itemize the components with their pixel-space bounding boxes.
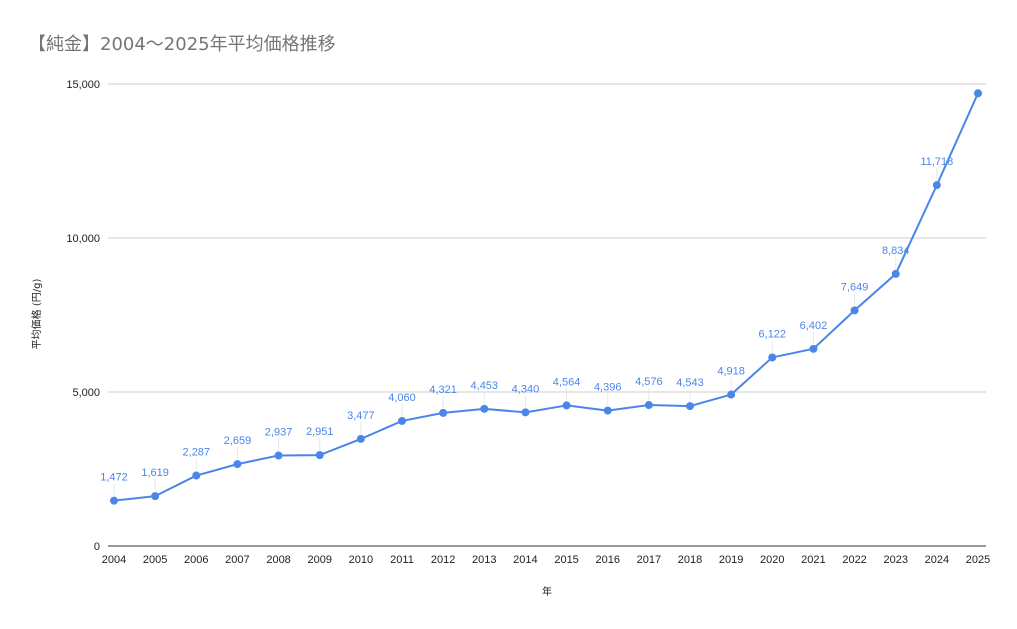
data-labels: 1,472 1,619 2,287 2,659 2,937 2,951 3,477 4,060… <box>100 156 953 484</box>
data-point <box>932 181 941 190</box>
data-label: 6,122 <box>759 328 787 340</box>
x-tick-label: 2021 <box>801 554 825 566</box>
data-point <box>233 460 242 469</box>
data-point <box>521 408 530 417</box>
data-label: 1,472 <box>100 472 128 484</box>
x-tick-label: 2006 <box>184 554 208 566</box>
data-point <box>644 401 653 410</box>
data-point <box>850 306 859 315</box>
data-label: 4,396 <box>594 382 622 394</box>
x-tick-label: 2019 <box>719 554 743 566</box>
data-point <box>439 408 448 417</box>
data-point <box>686 402 694 411</box>
x-axis-ticks: 2004 2005 2006 2007 2008 2009 2010 2011 2012 2013… <box>102 554 990 566</box>
data-point <box>398 416 406 425</box>
data-label: 8,834 <box>882 245 910 257</box>
x-tick-label: 2004 <box>102 554 126 566</box>
x-tick-label: 2017 <box>637 554 661 566</box>
data-label: 4,918 <box>717 366 745 378</box>
data-label: 2,951 <box>306 426 334 438</box>
x-tick-label: 2024 <box>925 554 949 566</box>
data-label: 4,321 <box>429 384 457 396</box>
y-tick-label: 15,000 <box>66 79 100 91</box>
label-leaders <box>113 168 938 496</box>
x-tick-label: 2012 <box>431 554 455 566</box>
x-tick-label: 2025 <box>966 554 990 566</box>
data-label: 2,287 <box>183 447 211 459</box>
data-label: 4,543 <box>676 377 704 389</box>
x-tick-label: 2009 <box>307 554 331 566</box>
x-tick-label: 2007 <box>225 554 249 566</box>
x-tick-label: 2008 <box>266 554 290 566</box>
x-axis-title: 年 <box>542 585 552 598</box>
x-tick-label: 2015 <box>554 554 578 566</box>
data-label: 7,649 <box>841 281 869 293</box>
data-label: 1,619 <box>141 467 169 479</box>
data-point <box>891 269 900 278</box>
data-label: 2,937 <box>265 427 293 439</box>
x-tick-label: 2010 <box>349 554 373 566</box>
y-axis-title: 平均価格 (円/g) <box>30 279 43 350</box>
data-point <box>562 401 571 410</box>
data-label: 4,576 <box>635 376 663 388</box>
data-point <box>480 404 489 413</box>
data-label: 2,659 <box>224 435 252 447</box>
y-axis-ticks: 0 5,000 10,000 15,000 <box>66 79 100 553</box>
data-point <box>315 451 324 460</box>
data-point <box>356 434 365 443</box>
x-tick-label: 2020 <box>760 554 784 566</box>
data-label: 4,564 <box>553 376 581 388</box>
data-points <box>110 89 982 505</box>
data-label: 4,060 <box>388 392 416 404</box>
x-tick-label: 2022 <box>842 554 866 566</box>
data-point <box>974 89 982 98</box>
data-point <box>809 344 818 353</box>
x-tick-label: 2018 <box>678 554 702 566</box>
data-label: 6,402 <box>800 320 828 332</box>
x-tick-label: 2005 <box>143 554 167 566</box>
data-point <box>727 390 736 399</box>
x-tick-label: 2023 <box>883 554 907 566</box>
x-tick-label: 2014 <box>513 554 537 566</box>
data-label: 4,340 <box>512 383 540 395</box>
data-point <box>768 353 777 362</box>
data-label: 3,477 <box>347 410 375 422</box>
data-label: 4,453 <box>471 380 499 392</box>
chart-title: 【純金】2004～2025年平均価格推移 <box>28 34 336 55</box>
x-tick-label: 2013 <box>472 554 496 566</box>
series-line <box>113 92 979 502</box>
data-point <box>274 451 283 460</box>
gridlines <box>108 83 986 547</box>
data-point <box>110 496 118 505</box>
data-point <box>151 492 160 501</box>
y-tick-label: 0 <box>94 541 100 553</box>
series-line-layer <box>113 92 979 502</box>
x-tick-label: 2016 <box>595 554 619 566</box>
y-tick-label: 5,000 <box>72 387 100 399</box>
data-point <box>192 471 201 480</box>
data-label: 11,718 <box>920 156 953 168</box>
x-tick-label: 2011 <box>390 554 414 566</box>
y-tick-label: 10,000 <box>66 233 100 245</box>
data-point <box>603 406 612 415</box>
